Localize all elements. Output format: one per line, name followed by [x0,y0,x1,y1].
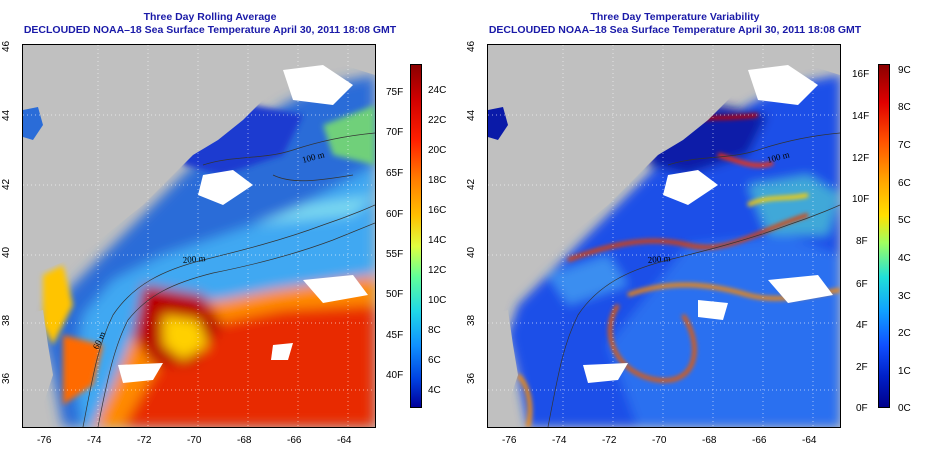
colorbar-label-c: 24C [428,85,447,96]
colorbar-label-f: 75F [386,87,404,98]
sst-variability-map: 100 m 200 m [487,44,841,428]
colorbar-label-c: 18C [428,175,447,186]
colorbar-label-c: 8C [898,102,911,113]
colorbar-label-c: 14C [428,235,447,246]
y-tick-label: 42 [1,178,12,190]
colorbar-label-c: 12C [428,265,447,276]
colorbar-label-c: 0C [898,403,911,414]
y-tick-label: 46 [1,40,12,52]
colorbar-label-f: 16F [852,69,870,80]
colorbar-label-f: 6F [856,279,868,290]
colorbar-label-c: 22C [428,115,447,126]
colorbar-label-c: 20C [428,145,447,156]
colorbar-label-c: 10C [428,295,447,306]
colorbar-label-c: 6C [898,178,911,189]
colorbar-label-c: 3C [898,291,911,302]
x-tick-label: -68 [237,435,252,446]
y-tick-label: 44 [1,109,12,121]
y-tick-label: 42 [466,178,477,190]
y-tick-label: 40 [1,246,12,258]
sst-average-map: 100 m 200 m 60 m [22,44,376,428]
y-tick-label: 44 [466,109,477,121]
colorbar-label-c: 9C [898,65,911,76]
colorbar-label-c: 2C [898,328,911,339]
x-tick-label: -66 [752,435,767,446]
y-tick-label: 38 [466,314,477,326]
y-tick-label: 36 [1,372,12,384]
colorbar-label-c: 16C [428,205,447,216]
y-tick-label: 38 [1,314,12,326]
x-tick-label: -76 [502,435,517,446]
colorbar-label-f: 70F [386,127,404,138]
colorbar-label-f: 65F [386,168,404,179]
colorbar-label-f: 45F [386,330,404,341]
contour-label: 200 m [182,253,206,265]
colorbar-label-c: 1C [898,366,911,377]
colorbar-label-f: 50F [386,289,404,300]
contour-label: 200 m [647,253,671,265]
colorbar-label-c: 4C [898,253,911,264]
colorbar-label-f: 12F [852,153,870,164]
x-tick-label: -70 [652,435,667,446]
colorbar-label-f: 55F [386,249,404,260]
colorbar-label-f: 8F [856,236,868,247]
colorbar-label-f: 0F [856,403,868,414]
map-subtitle: DECLOUDED NOAA–18 Sea Surface Temperatur… [488,24,862,36]
colorbar-label-c: 7C [898,140,911,151]
colorbar-label-c: 6C [428,355,441,366]
x-tick-label: -74 [87,435,102,446]
x-tick-label: -70 [187,435,202,446]
x-tick-label: -68 [702,435,717,446]
temperature-colorbar [410,64,422,408]
colorbar-label-f: 4F [856,320,868,331]
map-title: Three Day Rolling Average [143,11,277,23]
colorbar-label-f: 14F [852,111,870,122]
x-tick-label: -66 [287,435,302,446]
x-tick-label: -64 [337,435,352,446]
map-title: Three Day Temperature Variability [590,11,760,23]
colorbar-label-f: 60F [386,209,404,220]
colorbar-label-f: 40F [386,370,404,381]
colorbar-label-c: 8C [428,325,441,336]
variability-colorbar [878,64,890,408]
x-tick-label: -74 [552,435,567,446]
x-tick-label: -76 [37,435,52,446]
colorbar-label-c: 4C [428,385,441,396]
map-subtitle: DECLOUDED NOAA–18 Sea Surface Temperatur… [23,24,397,36]
colorbar-label-f: 10F [852,194,870,205]
colorbar-label-c: 5C [898,215,911,226]
x-tick-label: -72 [602,435,617,446]
y-tick-label: 40 [466,246,477,258]
colorbar-label-f: 2F [856,362,868,373]
x-tick-label: -72 [137,435,152,446]
x-tick-label: -64 [802,435,817,446]
y-tick-label: 36 [466,372,477,384]
y-tick-label: 46 [466,40,477,52]
